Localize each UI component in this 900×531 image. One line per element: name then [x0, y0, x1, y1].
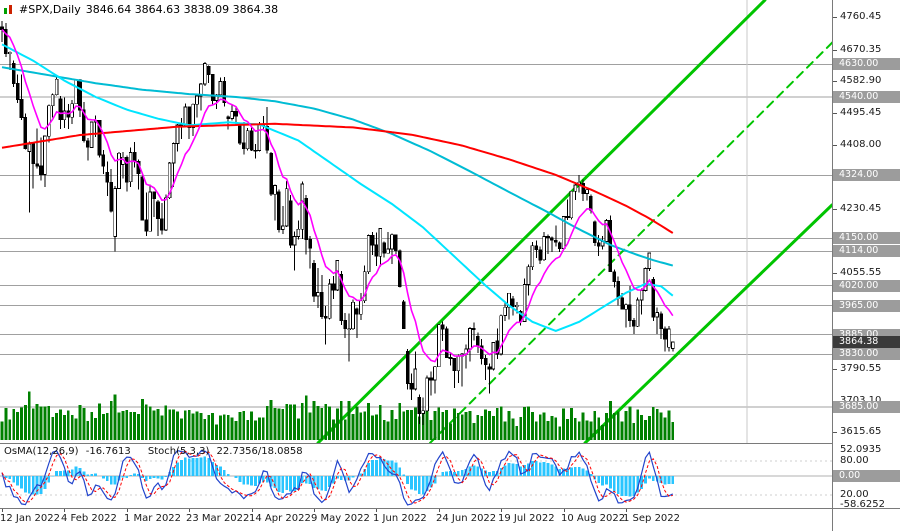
price-tickmark: [833, 50, 837, 51]
price-level-tag: 4150.00: [833, 232, 900, 244]
time-tickmark: [626, 509, 627, 512]
indicator-scale-label: 80.00: [840, 455, 869, 466]
time-tickmark: [64, 509, 65, 512]
time-label: 14 Apr 2022: [249, 513, 311, 524]
stoch-value: 22.7356/18.0858: [216, 446, 303, 457]
time-label: 23 Mar 2022: [186, 513, 250, 524]
time-tickmark: [127, 509, 128, 512]
price-level-tag: 4020.00: [833, 280, 900, 292]
price-tickmark: [833, 273, 837, 274]
time-tickmark: [439, 509, 440, 512]
price-tick-label: 4055.55: [840, 267, 882, 278]
price-level-tag: 4540.00: [833, 91, 900, 103]
time-label: 1 Mar 2022: [124, 513, 182, 524]
time-tickmark: [2, 509, 3, 512]
price-tick-label: 4495.45: [840, 107, 882, 118]
price-tick-label: 4760.45: [840, 11, 882, 22]
chart-legend: #SPX,Daily 3846.64 3864.63 3838.09 3864.…: [3, 3, 278, 16]
panel-separator[interactable]: [0, 443, 832, 444]
time-tickmark: [564, 509, 565, 512]
price-tickmark: [833, 17, 837, 18]
ohlc-readout: 3846.64 3864.63 3838.09 3864.38: [85, 3, 279, 16]
indicator-zero-tag: 0.00: [833, 470, 900, 482]
price-scale[interactable]: 4760.45 4670.35 4582.90 4495.45 4408.00 4230.…: [832, 0, 900, 531]
price-level-tag: 3830.00: [833, 348, 900, 360]
symbol-timeframe-label: #SPX,Daily: [19, 3, 81, 16]
time-tickmark: [501, 509, 502, 512]
time-tickmark: [376, 509, 377, 512]
price-level-tag: 4630.00: [833, 58, 900, 70]
price-tick-label: 4408.00: [840, 139, 882, 150]
price-tickmark: [833, 369, 837, 370]
time-tickmark: [252, 509, 253, 512]
indicator-scale-label: 20.00: [840, 489, 869, 500]
price-tick-label: 3703.10: [840, 395, 881, 407]
main-chart-canvas[interactable]: [0, 0, 832, 443]
price-tick-label: 4230.45: [840, 203, 882, 214]
indicator-panel-canvas[interactable]: [0, 444, 832, 508]
price-tick-label: 4670.35: [840, 44, 882, 55]
indicator-legend: OsMA(12,26,9) -16.7613 Stoch(5,3,3) 22.7…: [4, 446, 317, 457]
price-level-tag: 4324.00: [833, 169, 900, 181]
osma-label: OsMA(12,26,9): [4, 446, 79, 457]
time-label: 24 Jun 2022: [436, 513, 497, 524]
time-label: 4 Feb 2022: [61, 513, 117, 524]
time-label: 1 Jun 2022: [373, 513, 427, 524]
indicator-scale-label: 52.0935: [840, 444, 882, 455]
time-tickmark: [189, 509, 190, 512]
time-label: 1 Sep 2022: [623, 513, 681, 524]
price-level-tag: 3685.00: [833, 401, 900, 413]
time-label: 19 Jul 2022: [498, 513, 555, 524]
price-tick-label: 4582.90: [840, 75, 882, 86]
time-label: 9 May 2022: [311, 513, 370, 524]
current-price-tag: 3864.38: [833, 336, 900, 348]
price-tickmark: [833, 209, 837, 210]
time-label: 10 Aug 2022: [561, 513, 626, 524]
osma-value: -16.7613: [85, 446, 131, 457]
price-tickmark: [833, 432, 837, 433]
symbol-icon: [3, 4, 14, 15]
time-label: 12 Jan 2022: [0, 513, 60, 524]
indicator-scale-label: -58.6252: [840, 499, 885, 510]
price-level-tag: 3965.00: [833, 300, 900, 312]
price-tickmark: [833, 113, 837, 114]
price-tickmark: [833, 145, 837, 146]
price-level-tag: 4114.00: [833, 245, 900, 257]
time-tickmark: [314, 509, 315, 512]
price-tickmark: [833, 81, 837, 82]
price-tick-label: 3615.65: [840, 426, 882, 437]
price-tick-label: 3790.55: [840, 363, 882, 374]
stoch-label: Stoch(5,3,3): [147, 446, 210, 457]
time-axis[interactable]: 12 Jan 2022 4 Feb 2022 1 Mar 2022 23 Mar 20…: [0, 509, 832, 531]
axis-separator: [0, 508, 900, 509]
